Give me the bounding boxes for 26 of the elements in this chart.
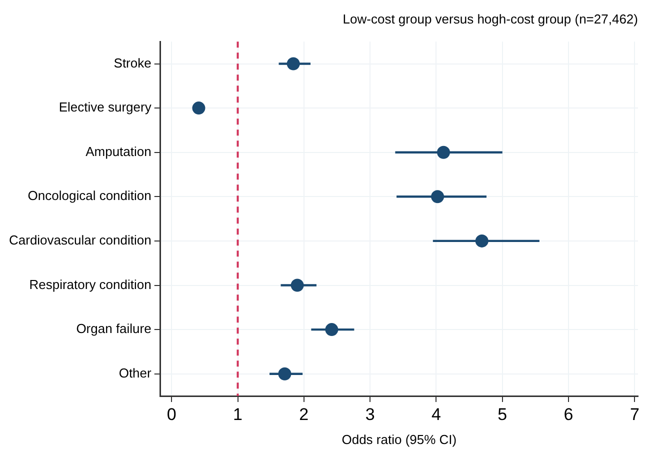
y-tick-label: Cardiovascular condition bbox=[8, 232, 152, 248]
point bbox=[286, 57, 300, 70]
y-tick-label: Stroke bbox=[114, 55, 152, 70]
chart-title: Low-cost group versus hogh-cost group (n=27,462) bbox=[342, 11, 638, 26]
y-tick-label: Organ failure bbox=[76, 321, 152, 336]
x-tick-label: 5 bbox=[498, 404, 508, 424]
x-tick-label: 0 bbox=[166, 404, 176, 424]
x-axis-title: Odds ratio (95% CI) bbox=[342, 432, 457, 447]
y-tick-label: Oncological condition bbox=[28, 188, 152, 204]
point bbox=[325, 323, 338, 336]
x-tick-label: 7 bbox=[630, 404, 640, 424]
x-tick-label: 1 bbox=[233, 404, 242, 424]
x-tick-label: 3 bbox=[365, 404, 375, 424]
point bbox=[475, 234, 488, 248]
point bbox=[431, 190, 444, 204]
x-tick-label: 4 bbox=[431, 404, 441, 424]
x-tick-label: 2 bbox=[299, 404, 309, 424]
y-tick-label: Other bbox=[118, 365, 152, 380]
y-tick-label: Respiratory condition bbox=[29, 276, 152, 292]
y-tick-label: Amputation bbox=[86, 144, 152, 159]
y-tick-label: Elective surgery bbox=[58, 100, 152, 115]
x-tick-label: 6 bbox=[564, 404, 574, 424]
point bbox=[192, 102, 206, 115]
point bbox=[290, 278, 304, 292]
point bbox=[278, 367, 292, 380]
point bbox=[437, 146, 450, 159]
